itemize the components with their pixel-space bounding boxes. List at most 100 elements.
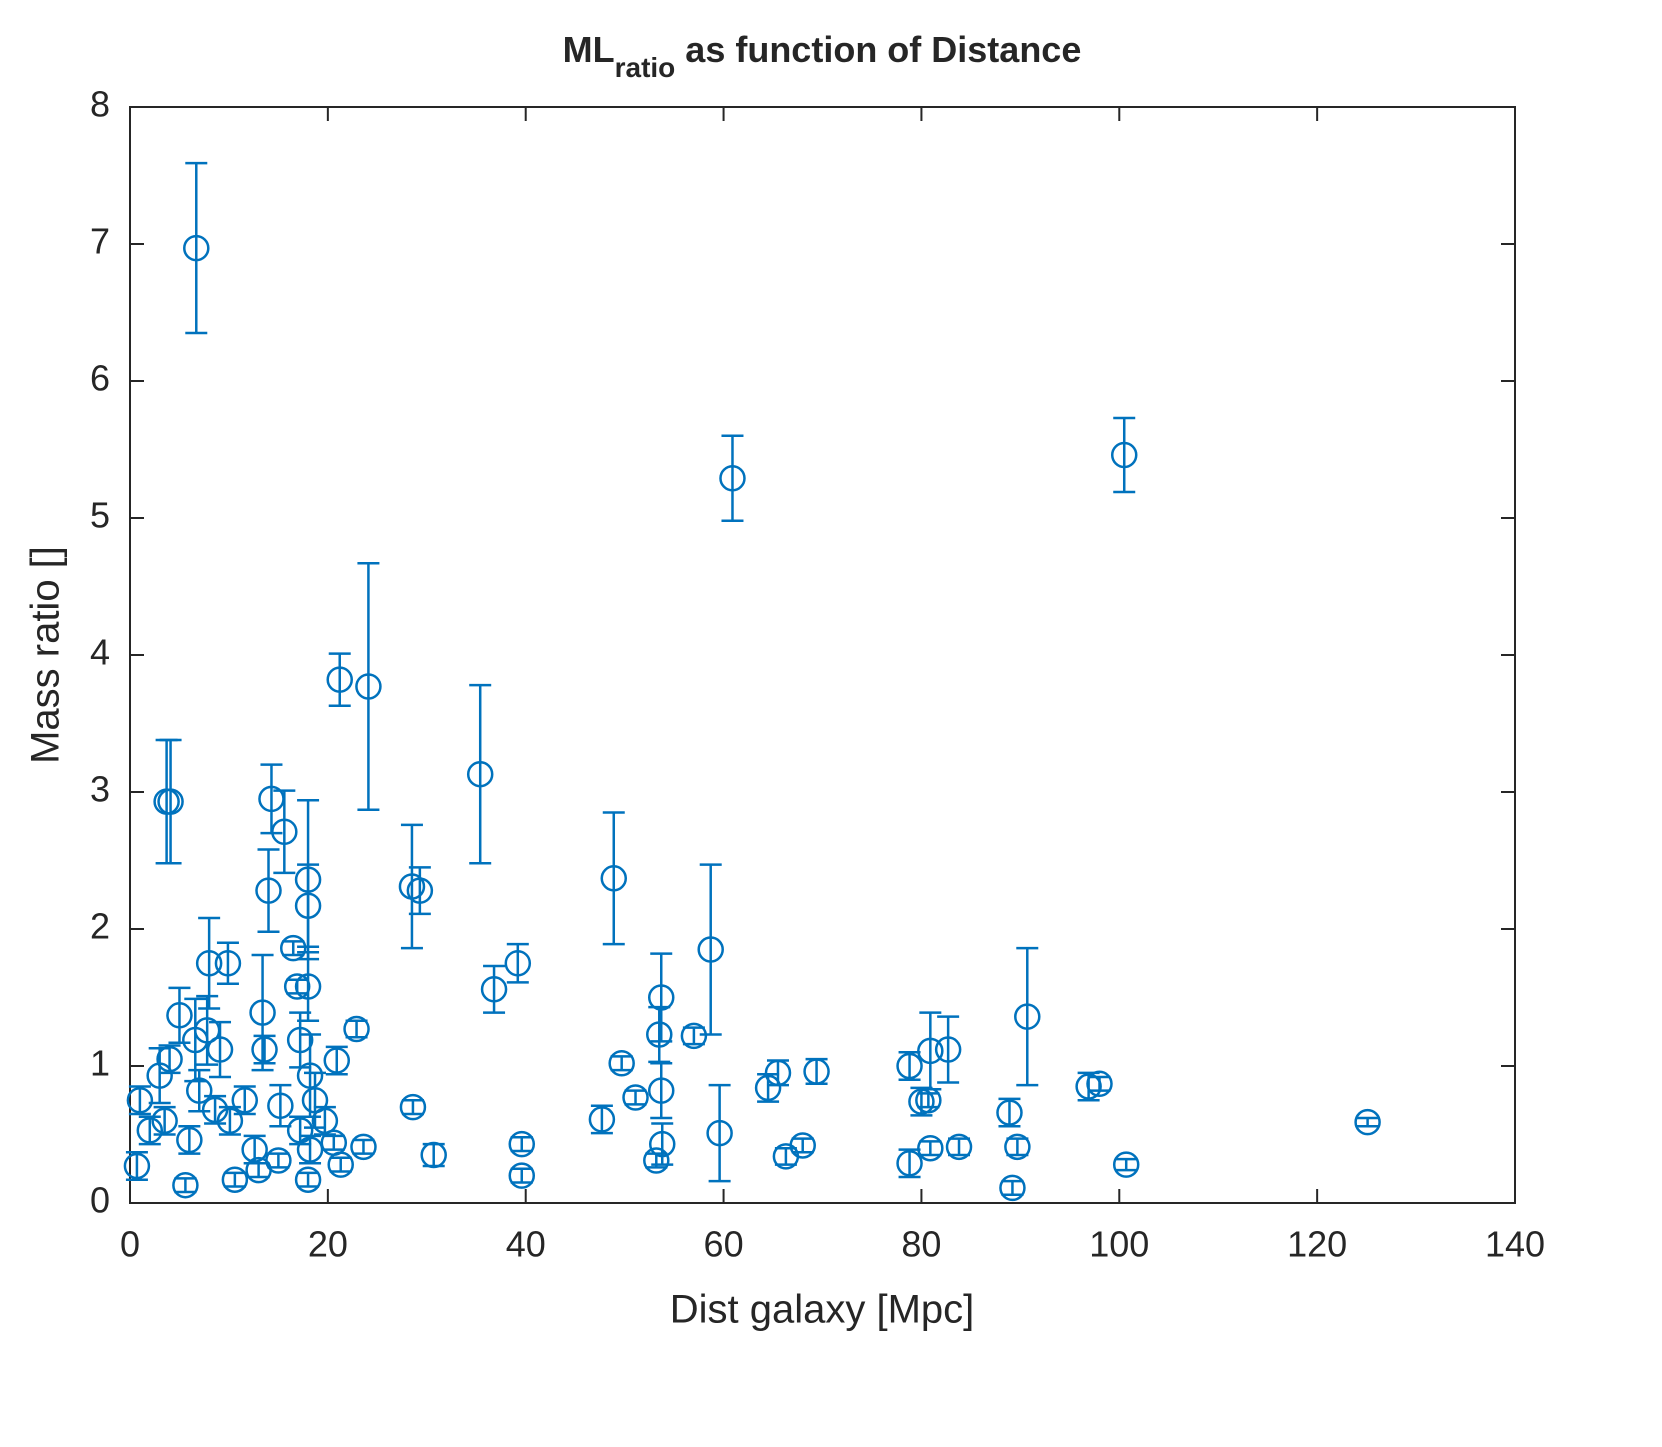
marker <box>183 234 210 262</box>
error-bar <box>898 1051 921 1081</box>
error-bar <box>510 1135 533 1153</box>
error-bar-line <box>401 1099 424 1116</box>
error-bar <box>506 942 529 984</box>
marker <box>267 1092 294 1119</box>
marker <box>1110 441 1138 469</box>
error-bar <box>699 863 722 1036</box>
error-bar <box>251 953 274 1072</box>
error-bar-line <box>209 1020 232 1079</box>
x-tick-label: 0 <box>120 1224 140 1265</box>
x-tick-label: 20 <box>308 1224 348 1265</box>
error-bar-line <box>948 1137 971 1157</box>
error-bar-line <box>919 1140 942 1157</box>
error-bar <box>408 866 431 916</box>
error-bar-line <box>624 1089 647 1106</box>
error-bar-line <box>345 1019 368 1039</box>
error-bar <box>299 1033 322 1118</box>
error-bar <box>185 161 208 335</box>
error-bar <box>328 652 351 707</box>
y-tick-label: 3 <box>90 769 110 810</box>
marker <box>754 1074 782 1102</box>
error-bar <box>937 1015 960 1084</box>
error-bar-line <box>898 1148 921 1179</box>
marker <box>151 1107 178 1135</box>
marker <box>803 1058 830 1085</box>
title-sub: ratio <box>615 52 676 83</box>
error-bar <box>610 1055 633 1072</box>
marker <box>195 950 223 977</box>
marker <box>508 1162 536 1189</box>
marker <box>706 1119 733 1147</box>
marker <box>1354 1108 1381 1136</box>
error-bar-line <box>708 1083 731 1183</box>
marker <box>294 973 322 1000</box>
y-tick-label: 0 <box>90 1180 110 1221</box>
marker <box>350 1133 377 1161</box>
error-bar <box>188 1068 211 1113</box>
x-tick-label: 140 <box>1485 1224 1545 1265</box>
x-tick-label: 60 <box>704 1224 744 1265</box>
title-main: ML <box>563 29 615 70</box>
error-bar-line <box>188 1068 211 1113</box>
error-bar-line <box>260 763 283 835</box>
error-bar-line <box>299 1033 322 1118</box>
marker <box>123 1152 151 1180</box>
marker <box>294 892 322 919</box>
error-bar <box>357 561 380 812</box>
title-rest: as function of Distance <box>685 29 1081 70</box>
marker <box>697 936 724 963</box>
error-bar-line <box>506 942 529 984</box>
error-bar-line <box>1016 946 1039 1087</box>
marker <box>166 1002 193 1029</box>
marker <box>172 1171 199 1199</box>
error-bar-line <box>774 1146 797 1166</box>
marker <box>406 877 434 904</box>
error-bar-line <box>233 1085 256 1116</box>
marker <box>1112 1151 1140 1178</box>
marker <box>294 1166 322 1193</box>
y-tick-label: 7 <box>90 221 110 262</box>
error-bar <box>223 1171 246 1188</box>
error-bar <box>196 994 219 1066</box>
marker <box>296 1062 324 1089</box>
marker <box>186 1077 213 1104</box>
y-tick-label: 2 <box>90 906 110 947</box>
error-bar-line <box>168 986 191 1044</box>
error-bar-line <box>469 683 492 865</box>
error-bar <box>1006 1137 1029 1157</box>
error-bar <box>757 1072 780 1103</box>
error-bar <box>204 1094 227 1125</box>
marker <box>647 984 675 1011</box>
marker <box>241 1136 268 1163</box>
error-bar-line <box>328 652 351 707</box>
error-bar-line <box>757 1072 780 1103</box>
error-bar-line <box>1115 1157 1138 1172</box>
error-bar <box>510 1167 533 1184</box>
error-bar <box>322 1134 345 1151</box>
error-bar <box>682 1026 705 1046</box>
marker <box>255 877 282 904</box>
error-bar <box>602 811 625 946</box>
error-bar-line <box>297 863 320 949</box>
marker <box>156 1045 183 1073</box>
error-bar <box>329 1156 352 1173</box>
marker <box>420 1141 447 1169</box>
error-bar <box>297 951 320 1023</box>
marker <box>772 1143 800 1170</box>
error-bar-line <box>322 1134 345 1151</box>
error-bar-line <box>125 1151 148 1181</box>
error-bar <box>469 683 492 865</box>
error-bar <box>273 789 296 875</box>
error-bar-line <box>510 1167 533 1184</box>
error-bar <box>153 1105 176 1136</box>
plot-frame <box>129 106 1516 1204</box>
error-bar <box>708 1083 731 1183</box>
marker <box>343 1015 370 1043</box>
marker <box>917 1134 944 1162</box>
error-bar <box>253 1034 276 1065</box>
error-bar-line <box>329 1156 352 1173</box>
marker <box>327 1151 354 1178</box>
error-bar <box>1115 1157 1138 1172</box>
error-bar-line <box>178 1125 201 1155</box>
